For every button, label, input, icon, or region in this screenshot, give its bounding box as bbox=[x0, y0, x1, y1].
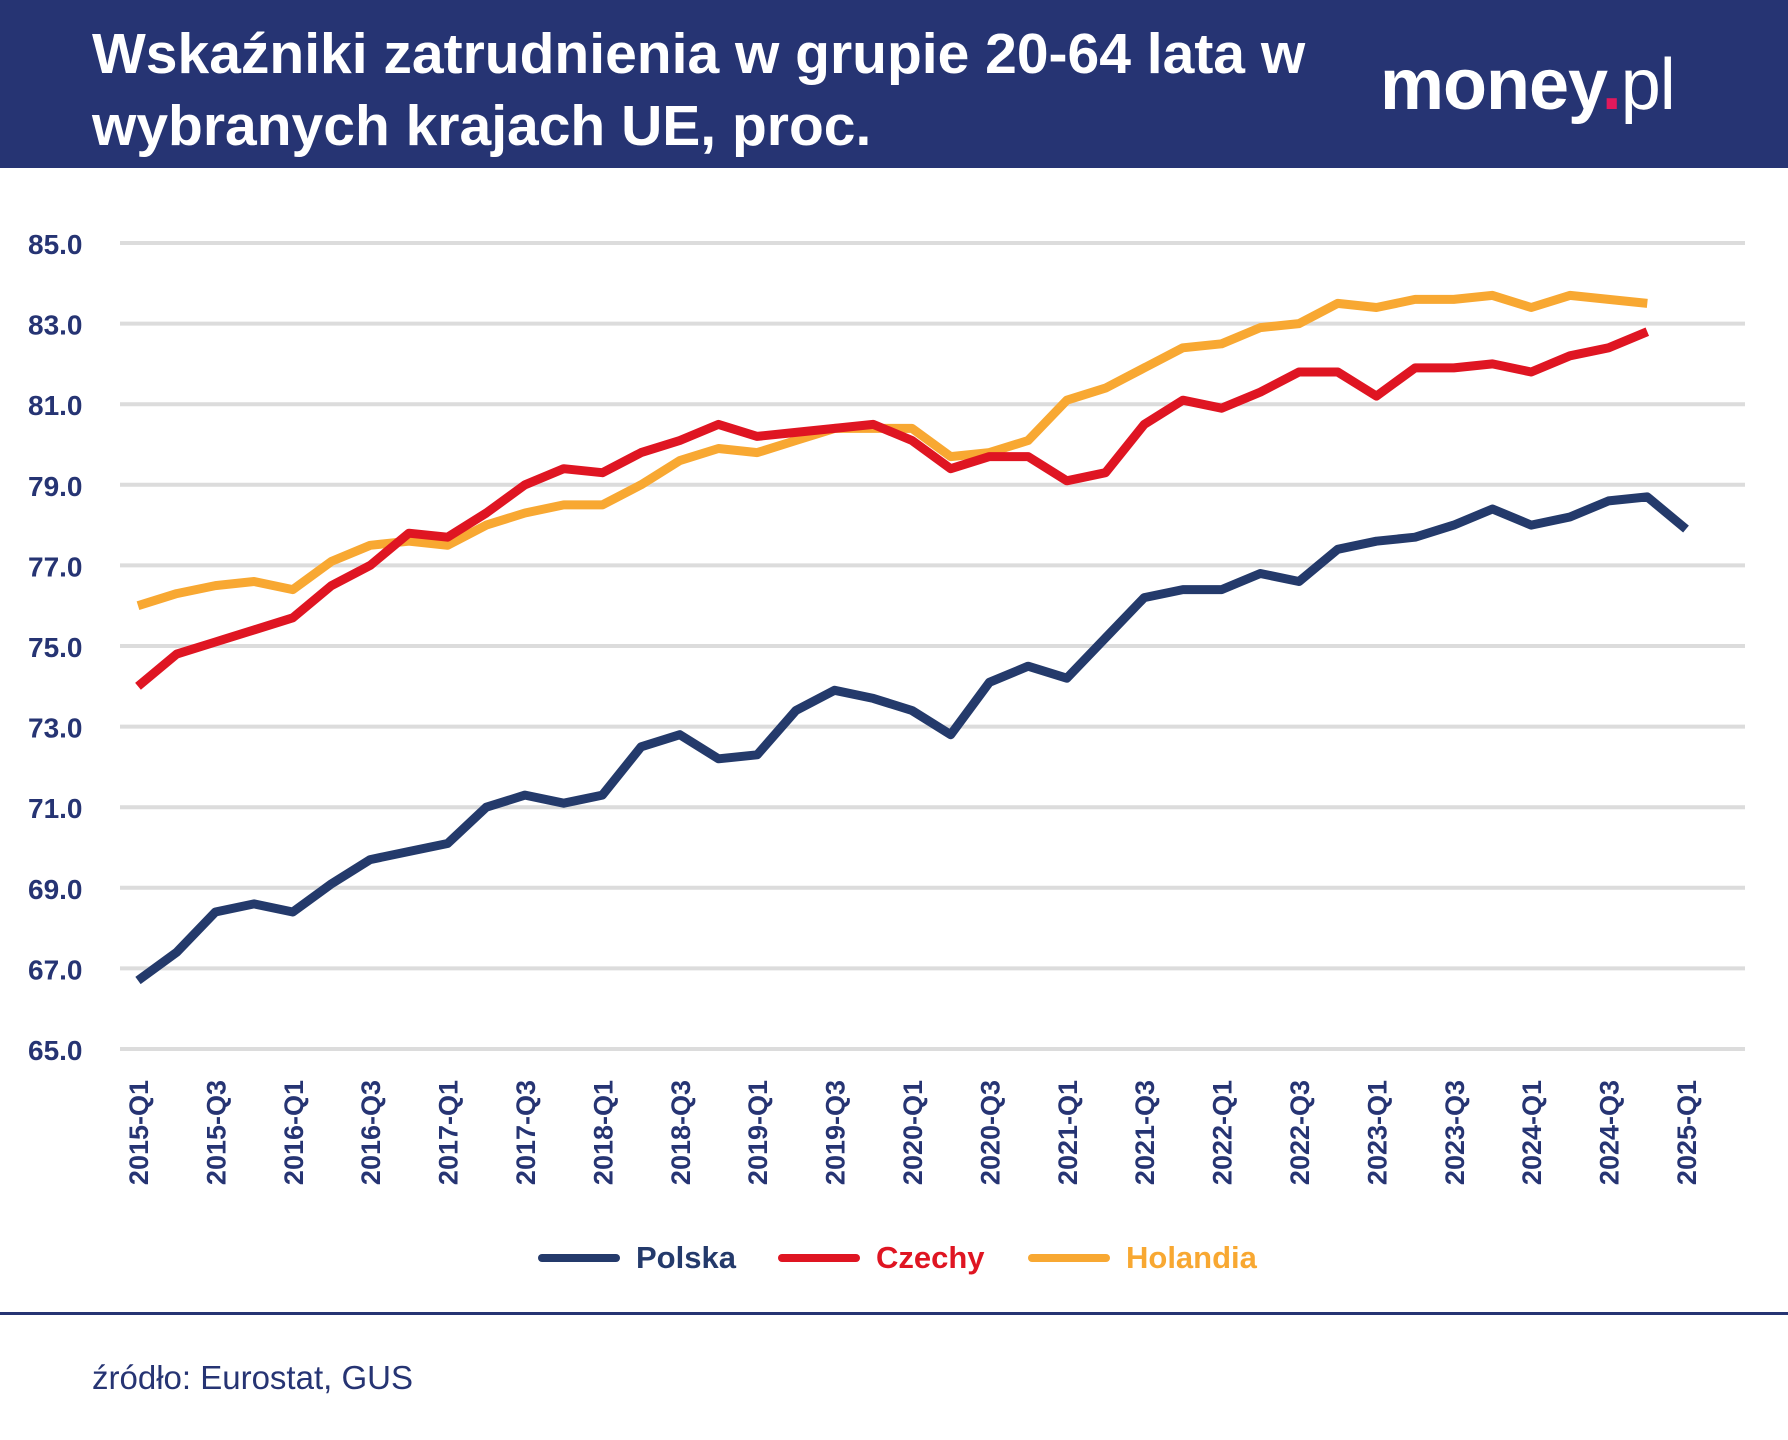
line-chart: 65.0 67.0 69.0 71.0 73.0 75.0 77.0 79.0 81.0 83.0… bbox=[28, 229, 1745, 1185]
x-tick-label: 2020-Q3 bbox=[975, 1080, 1005, 1185]
x-tick-label: 2022-Q3 bbox=[1285, 1080, 1315, 1185]
money-pl-logo: money.pl bbox=[1380, 40, 1720, 130]
x-tick-label: 2023-Q3 bbox=[1440, 1080, 1470, 1185]
series-line-czechy bbox=[135, 327, 1650, 690]
x-tick-label: 2019-Q3 bbox=[821, 1080, 851, 1185]
x-tick-label: 2021-Q1 bbox=[1053, 1080, 1083, 1185]
chart-legend: Polska Czechy Holandia bbox=[0, 1238, 1788, 1278]
x-tick-label: 2024-Q1 bbox=[1517, 1080, 1547, 1185]
chart-title: Wskaźniki zatrudnienia w grupie 20-64 la… bbox=[92, 22, 1306, 158]
x-tick-label: 2022-Q1 bbox=[1208, 1080, 1238, 1185]
x-tick-label: 2015-Q3 bbox=[201, 1080, 231, 1185]
y-tick-label: 71.0 bbox=[28, 793, 83, 824]
legend-swatch-czechy bbox=[778, 1254, 860, 1262]
logo-main: money bbox=[1380, 45, 1603, 125]
legend-swatch-holandia bbox=[1028, 1254, 1110, 1262]
x-tick-label: 2016-Q1 bbox=[279, 1080, 309, 1185]
source-note: źródło: Eurostat, GUS bbox=[92, 1359, 413, 1396]
legend-label-holandia: Holandia bbox=[1126, 1240, 1257, 1275]
y-tick-label: 83.0 bbox=[28, 310, 83, 341]
y-tick-label: 85.0 bbox=[28, 229, 83, 260]
legend-label-polska: Polska bbox=[636, 1240, 736, 1275]
x-tick-label: 2016-Q3 bbox=[356, 1080, 386, 1185]
series-line-polska bbox=[135, 492, 1689, 985]
x-axis-ticks: 2015-Q1 2015-Q3 2016-Q1 2016-Q3 2017-Q1 2017-… bbox=[124, 1080, 1702, 1185]
series-layer bbox=[135, 290, 1689, 985]
logo-dot: . bbox=[1601, 45, 1622, 125]
footer-divider bbox=[0, 1312, 1788, 1315]
x-tick-label: 2023-Q1 bbox=[1362, 1080, 1392, 1185]
y-axis-ticks: 65.0 67.0 69.0 71.0 73.0 75.0 77.0 79.0 81.0 83.0… bbox=[28, 229, 83, 1066]
x-tick-label: 2018-Q3 bbox=[666, 1080, 696, 1185]
y-tick-label: 79.0 bbox=[28, 471, 83, 502]
y-tick-label: 75.0 bbox=[28, 632, 83, 663]
x-tick-label: 2015-Q1 bbox=[124, 1080, 154, 1185]
y-tick-label: 81.0 bbox=[28, 390, 83, 421]
y-tick-label: 69.0 bbox=[28, 874, 83, 905]
x-tick-label: 2018-Q1 bbox=[588, 1080, 618, 1185]
legend-label-czechy: Czechy bbox=[876, 1240, 985, 1275]
y-tick-label: 77.0 bbox=[28, 551, 83, 582]
x-tick-label: 2020-Q1 bbox=[898, 1080, 928, 1185]
x-tick-label: 2019-Q1 bbox=[743, 1080, 773, 1185]
x-tick-label: 2025-Q1 bbox=[1672, 1080, 1702, 1185]
x-tick-label: 2021-Q3 bbox=[1130, 1080, 1160, 1185]
logo-suffix: pl bbox=[1620, 45, 1676, 125]
y-tick-label: 65.0 bbox=[28, 1035, 83, 1066]
series-line-holandia bbox=[136, 290, 1648, 610]
y-tick-label: 67.0 bbox=[28, 954, 83, 985]
header-banner: Wskaźniki zatrudnienia w grupie 20-64 la… bbox=[0, 0, 1788, 168]
x-tick-label: 2017-Q3 bbox=[511, 1080, 541, 1185]
x-tick-label: 2024-Q3 bbox=[1595, 1080, 1625, 1185]
y-tick-label: 73.0 bbox=[28, 713, 83, 744]
x-tick-label: 2017-Q1 bbox=[434, 1080, 464, 1185]
legend-swatch-polska bbox=[538, 1254, 620, 1262]
